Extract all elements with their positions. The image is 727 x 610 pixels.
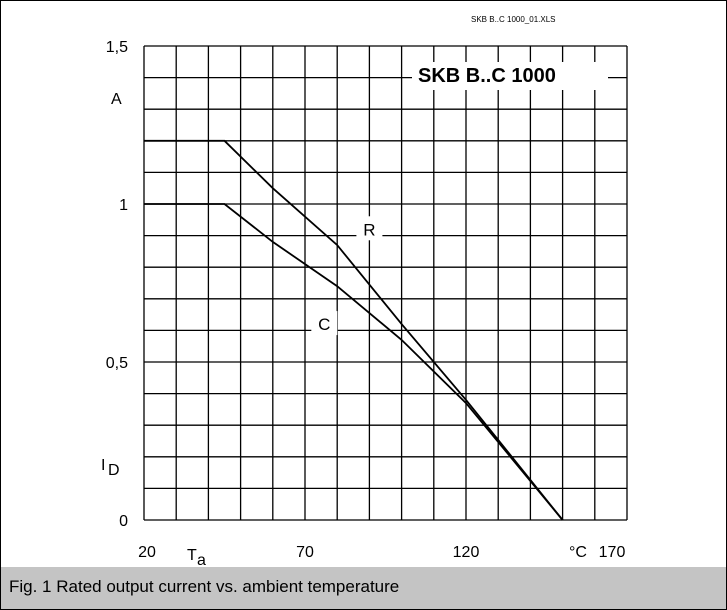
y-tick-label: 0 [119, 513, 128, 530]
y-axis-label: I [101, 457, 105, 474]
x-axis-unit: °C [569, 544, 587, 561]
series-line-C [144, 203, 564, 521]
series-layer: RC [144, 139, 564, 521]
series-label-bg [356, 216, 383, 241]
x-axis-label: T [187, 547, 197, 564]
x-axis-label-subscript: a [197, 552, 206, 567]
y-tick-label: 1,5 [106, 39, 128, 56]
x-tick-label: 120 [453, 544, 480, 561]
caption-bar: Fig. 1 Rated output current vs. ambient … [1, 567, 726, 609]
grid [143, 45, 628, 521]
x-tick-label: 20 [138, 544, 156, 561]
y-tick-label: 0,5 [106, 355, 128, 372]
y-tick-label: 1 [119, 197, 128, 214]
series-label-C: C [318, 315, 330, 334]
tick-labels: 20 70 120 170 0 0,5 1 1,5 [106, 39, 626, 561]
series-line-R [144, 139, 564, 521]
caption: Fig. 1 Rated output current vs. ambient … [9, 577, 400, 596]
x-tick-label: 170 [599, 544, 626, 561]
x-tick-label: 70 [296, 544, 314, 561]
file-reference: SKB B..C 1000_01.XLS [471, 15, 556, 24]
y-axis-unit: A [111, 91, 122, 108]
axis-labels: A I D T a °C [101, 91, 587, 567]
chart-title: SKB B..C 1000 [418, 65, 556, 87]
y-axis-label-subscript: D [108, 462, 120, 479]
chart-title-box: SKB B..C 1000 [412, 62, 608, 90]
series-label-R: R [363, 220, 375, 239]
series-label-bg [311, 311, 338, 336]
